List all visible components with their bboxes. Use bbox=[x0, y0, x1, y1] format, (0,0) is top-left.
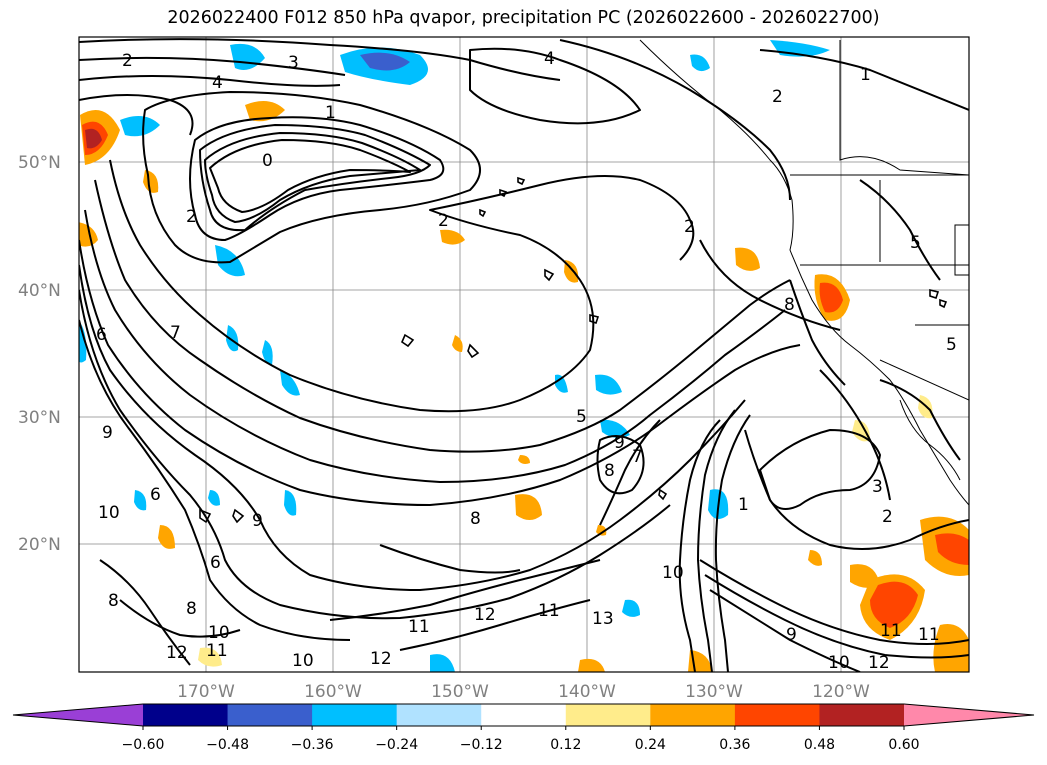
contour-label: 3 bbox=[288, 53, 299, 73]
colorbar-tick-label: 0.48 bbox=[804, 737, 835, 753]
qvapor-contours bbox=[79, 38, 969, 672]
colorbar-tick-label: −0.12 bbox=[460, 737, 503, 753]
contour-label: 1 bbox=[860, 65, 871, 85]
colorbar-tick-label: 0.60 bbox=[888, 737, 919, 753]
contour-label: 2 bbox=[882, 507, 893, 527]
contour-label: 12 bbox=[868, 653, 890, 673]
lon-label-160w: 160°W bbox=[304, 682, 362, 702]
contour-labels: 2 3 4 4 1 2 1 0 2 2 2 5 8 6 5 9 7 8 7 9 … bbox=[96, 49, 957, 673]
colorbar-segment bbox=[565, 704, 651, 726]
colorbar-segment bbox=[396, 704, 482, 726]
lat-label-50n: 50°N bbox=[18, 153, 61, 173]
lon-label-120w: 120°W bbox=[812, 682, 870, 702]
contour-label: 11 bbox=[538, 601, 560, 621]
contour-label: 8 bbox=[784, 295, 795, 315]
contour-label: 8 bbox=[108, 591, 119, 611]
colorbar-segment bbox=[143, 704, 229, 726]
contour-label: 2 bbox=[684, 217, 695, 237]
longitude-labels: 170°W 160°W 150°W 140°W 130°W 120°W bbox=[177, 682, 870, 702]
graticule bbox=[79, 37, 969, 672]
contour-label: 7 bbox=[170, 323, 181, 343]
contour-label: 9 bbox=[786, 625, 797, 645]
contour-label: 9 bbox=[252, 511, 263, 531]
latitude-labels: 50°N 40°N 30°N 20°N bbox=[18, 153, 61, 555]
colorbar-tick-label: 0.24 bbox=[635, 737, 666, 753]
contour-label: 6 bbox=[96, 325, 107, 345]
map-title: 2026022400 F012 850 hPa qvapor, precipit… bbox=[167, 8, 880, 28]
colorbar: −0.60 −0.48 −0.36 −0.24 −0.12 0.12 0.24 0.36 0.4… bbox=[12, 703, 1035, 753]
contour-label: 11 bbox=[206, 641, 228, 661]
contour-label: 3 bbox=[872, 477, 883, 497]
colorbar-segment bbox=[650, 704, 736, 726]
precipitation-shading bbox=[79, 40, 969, 672]
contour-label: 9 bbox=[614, 433, 625, 453]
map-frame bbox=[78, 36, 970, 673]
contour-label: 10 bbox=[662, 563, 684, 583]
colorbar-segment bbox=[227, 704, 313, 726]
colorbar-segment bbox=[734, 704, 820, 726]
colorbar-tick-label: −0.48 bbox=[206, 737, 249, 753]
map-background bbox=[79, 37, 969, 672]
lat-label-30n: 30°N bbox=[18, 408, 61, 428]
colorbar-tick-label: 0.36 bbox=[719, 737, 750, 753]
colorbar-tick-label: −0.24 bbox=[375, 737, 418, 753]
contour-label: 4 bbox=[544, 49, 555, 69]
contour-label: 5 bbox=[576, 407, 587, 427]
lat-label-40n: 40°N bbox=[18, 281, 61, 301]
contour-label: 2 bbox=[186, 207, 197, 227]
contour-label: 2 bbox=[772, 87, 783, 107]
contour-label: 10 bbox=[208, 623, 230, 643]
contour-label: 10 bbox=[828, 653, 850, 673]
colorbar-tick-label: 0.12 bbox=[550, 737, 581, 753]
lon-label-150w: 150°W bbox=[431, 682, 489, 702]
contour-label: 8 bbox=[186, 599, 197, 619]
lon-label-170w: 170°W bbox=[177, 682, 235, 702]
contour-label: 2 bbox=[122, 51, 133, 71]
lon-label-130w: 130°W bbox=[685, 682, 743, 702]
contour-label: 8 bbox=[470, 509, 481, 529]
contour-label: 1 bbox=[325, 103, 336, 123]
contour-label: 6 bbox=[210, 553, 221, 573]
lon-label-140w: 140°W bbox=[558, 682, 616, 702]
contour-label: 1 bbox=[738, 495, 749, 515]
colorbar-segment bbox=[819, 704, 905, 726]
contour-label: 7 bbox=[632, 447, 643, 467]
contour-label: 6 bbox=[150, 485, 161, 505]
contour-label: 11 bbox=[918, 625, 940, 645]
colorbar-segment bbox=[481, 704, 567, 726]
contour-label: 4 bbox=[212, 73, 223, 93]
contour-label: 8 bbox=[604, 461, 615, 481]
colorbar-tick-label: −0.36 bbox=[291, 737, 334, 753]
colorbar-segment bbox=[312, 704, 398, 726]
contour-label: 10 bbox=[292, 651, 314, 671]
contour-label: 13 bbox=[592, 609, 614, 629]
contour-label: 12 bbox=[370, 649, 392, 669]
contour-label: 12 bbox=[166, 643, 188, 663]
contour-label: 11 bbox=[408, 617, 430, 637]
contour-label: 11 bbox=[880, 621, 902, 641]
contour-label: 0 bbox=[262, 151, 273, 171]
colorbar-extension-low bbox=[13, 704, 143, 726]
contour-label: 9 bbox=[102, 423, 113, 443]
contour-label: 10 bbox=[98, 503, 120, 523]
coastlines bbox=[639, 39, 969, 506]
contour-label: 2 bbox=[438, 211, 449, 231]
contour-label: 5 bbox=[946, 335, 957, 355]
contour-label: 12 bbox=[474, 605, 496, 625]
lat-label-20n: 20°N bbox=[18, 535, 61, 555]
contour-label: 5 bbox=[910, 233, 921, 253]
colorbar-extension-high bbox=[904, 704, 1034, 726]
colorbar-tick-label: −0.60 bbox=[122, 737, 165, 753]
